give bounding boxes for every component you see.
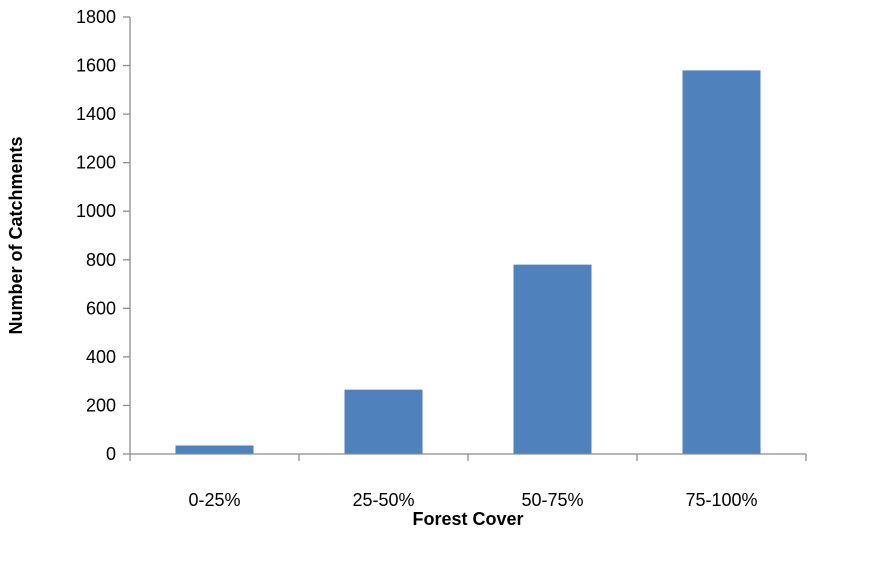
- bar: [175, 445, 254, 454]
- x-tick-label: 0-25%: [188, 490, 240, 510]
- y-tick-label: 1400: [76, 104, 116, 124]
- bar: [682, 70, 761, 455]
- y-tick-label: 600: [86, 298, 116, 318]
- y-tick-label: 0: [106, 444, 116, 464]
- bars-group: [175, 70, 761, 455]
- y-tick-label: 800: [86, 250, 116, 270]
- bar: [344, 389, 423, 454]
- y-tick-label: 1200: [76, 153, 116, 173]
- y-tick-label: 1800: [76, 7, 116, 27]
- x-ticks-group: 0-25% 25-50% 50-75% 75-100%: [129, 454, 807, 510]
- y-tick-label: 1600: [76, 56, 116, 76]
- y-tick-label: 200: [86, 395, 116, 415]
- x-tick-label: 25-50%: [352, 490, 414, 510]
- bar: [513, 264, 592, 454]
- x-tick-label: 75-100%: [685, 490, 757, 510]
- x-tick-label: 50-75%: [521, 490, 583, 510]
- y-axis-title: Number of Catchments: [6, 136, 26, 334]
- y-ticks-group: 0 200 400 600 800 1000 1200 1400 1600 1800: [76, 7, 130, 464]
- x-axis-title: Forest Cover: [412, 509, 523, 529]
- y-tick-label: 400: [86, 347, 116, 367]
- y-tick-label: 1000: [76, 201, 116, 221]
